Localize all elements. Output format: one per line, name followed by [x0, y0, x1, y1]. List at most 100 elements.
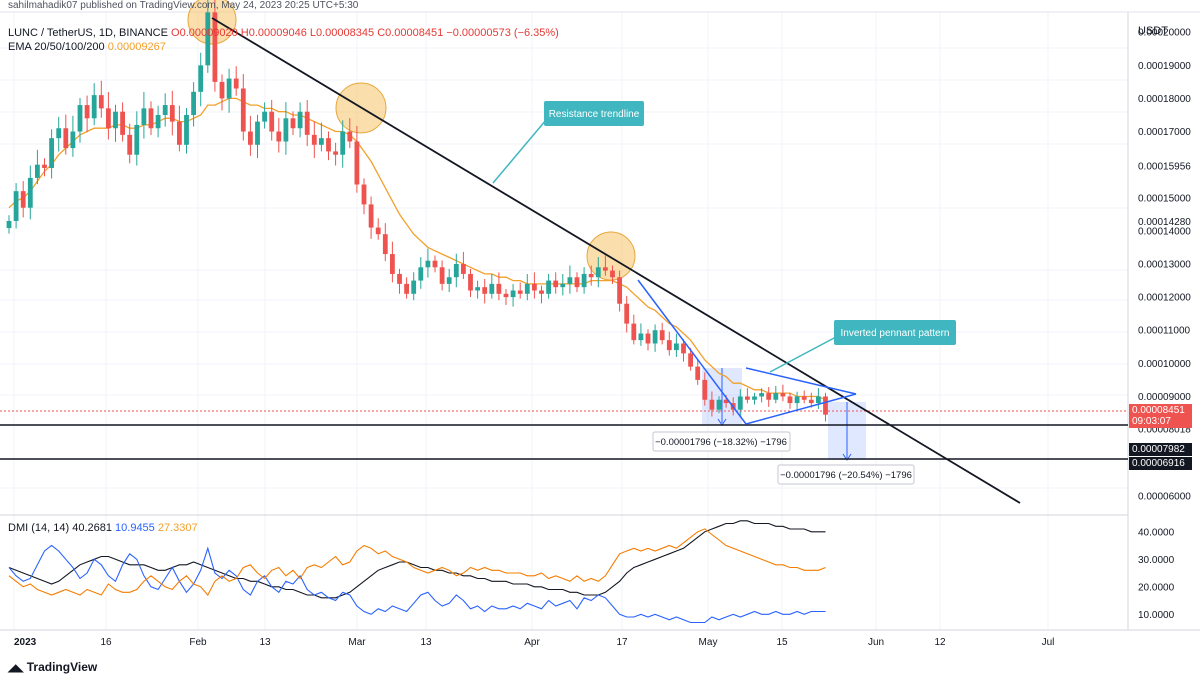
candle: [546, 273, 551, 299]
ema-legend[interactable]: EMA 20/50/100/200 0.00009267: [8, 41, 166, 53]
candle: [63, 114, 69, 155]
price-tick-label: 0.00006000: [1138, 491, 1191, 502]
candle: [113, 104, 118, 142]
tradingview-logo[interactable]: ◢◣ TradingView: [8, 660, 97, 674]
dmi-tick-label: 30.0000: [1138, 555, 1175, 566]
candle: [354, 126, 360, 193]
bar-countdown: 09:03:07: [1132, 416, 1171, 427]
ohlc-change: −0.00000573 (−6.35%): [446, 27, 559, 39]
resistance-trendline[interactable]: [211, 17, 1021, 504]
candle: [745, 388, 750, 404]
candle: [794, 391, 800, 411]
candle: [191, 82, 196, 127]
candle: [198, 52, 204, 107]
candle: [404, 277, 409, 299]
candle: [787, 392, 793, 409]
time-tick-label: 17: [616, 637, 628, 648]
candle: [468, 268, 473, 297]
dmi-label: DMI (14, 14): [8, 522, 70, 534]
time-tick-label: 13: [420, 637, 432, 648]
candle: [631, 314, 637, 345]
candle: [177, 105, 182, 152]
symbol-name[interactable]: LUNC / TetherUS, 1D, BINANCE: [8, 27, 168, 39]
price-tick-label: 0.00019000: [1138, 61, 1191, 72]
candle: [148, 101, 154, 136]
candle: [98, 80, 104, 118]
highlight-circle-1[interactable]: [187, 0, 237, 45]
candle: [674, 333, 679, 357]
candle: [808, 392, 814, 408]
candle: [35, 149, 40, 185]
measure-arrowhead-2: [842, 453, 852, 461]
candle: [773, 385, 779, 404]
adx-value: 40.2681: [72, 522, 112, 534]
pennant-callout[interactable]: Inverted pennant pattern: [769, 320, 956, 373]
candle: [84, 95, 90, 133]
resistance-callout[interactable]: Resistance trendline: [492, 101, 644, 184]
last-price-tag: 0.00008451 09:03:07: [1129, 404, 1192, 428]
level-tag-2: 0.00006916: [1129, 457, 1192, 470]
candle: [56, 116, 62, 152]
candle: [780, 384, 786, 402]
candle: [532, 272, 537, 299]
candle: [361, 178, 367, 215]
price-axis[interactable]: 0.00020000 0.00019000 0.00018000 0.00017000…: [1138, 28, 1191, 503]
candle: [560, 274, 566, 296]
candle: [816, 388, 821, 409]
candle: [446, 268, 452, 293]
candle: [453, 253, 459, 288]
publisher-line: sahilmahadik07 published on TradingView.…: [8, 0, 359, 11]
candle: [205, 0, 211, 73]
ohlc-open: O0.00009020: [171, 27, 238, 39]
candles: [6, 0, 828, 422]
dmi-layer: [8, 520, 826, 624]
price-tick-label: 0.00013000: [1138, 260, 1191, 271]
candle: [13, 183, 19, 229]
candle: [482, 279, 488, 304]
pennant-pattern[interactable]: [637, 279, 857, 425]
candle: [375, 218, 381, 240]
candle: [390, 241, 395, 283]
candle: [333, 142, 338, 166]
candle: [368, 196, 374, 239]
time-tick-label: Apr: [524, 637, 540, 648]
candle: [49, 129, 54, 179]
minus-di-line: [8, 528, 826, 596]
time-tick-label: 2023: [14, 637, 37, 648]
candle: [283, 102, 289, 155]
time-tick-label: May: [699, 637, 718, 648]
time-tick-label: 12: [934, 637, 946, 648]
candle: [766, 387, 772, 407]
candle: [134, 111, 140, 166]
candle: [695, 360, 701, 385]
candle: [184, 108, 189, 154]
dmi-legend[interactable]: DMI (14, 14) 40.2681 10.9455 27.3307: [8, 522, 198, 534]
candle: [752, 392, 757, 405]
candle: [319, 122, 324, 152]
tv-logo-icon: ◢◣: [8, 663, 24, 674]
price-tick-label: 0.00015956: [1138, 162, 1191, 173]
candle: [20, 181, 26, 218]
candle: [77, 97, 83, 143]
price-tick-label: 0.00014000: [1138, 226, 1191, 237]
candle: [702, 372, 708, 406]
candle: [248, 115, 253, 156]
candle: [255, 114, 260, 158]
dmi-axis[interactable]: 40.0000 30.0000 20.0000 10.0000: [1138, 527, 1175, 621]
price-tick-label: 0.00008018: [1138, 424, 1191, 435]
ohlc-low: L0.00008345: [309, 27, 375, 39]
ema-label: EMA 20/50/100/200: [8, 41, 105, 53]
tv-logo-text: TradingView: [26, 660, 98, 674]
dmi-tick-label: 20.0000: [1138, 582, 1175, 593]
svg-text:−0.00001796 (−20.54%) −1796: −0.00001796 (−20.54%) −1796: [780, 470, 912, 481]
candle: [666, 331, 672, 356]
candle: [610, 265, 615, 284]
time-axis[interactable]: 2023 16 Feb 13 Mar 13 Apr 17 May 15 Jun 12 Jul: [14, 637, 1054, 648]
candle: [91, 83, 97, 126]
grid: [0, 12, 1128, 630]
candle: [489, 274, 495, 299]
candle: [503, 288, 509, 306]
time-tick-label: Feb: [189, 637, 207, 648]
candle: [603, 255, 608, 276]
